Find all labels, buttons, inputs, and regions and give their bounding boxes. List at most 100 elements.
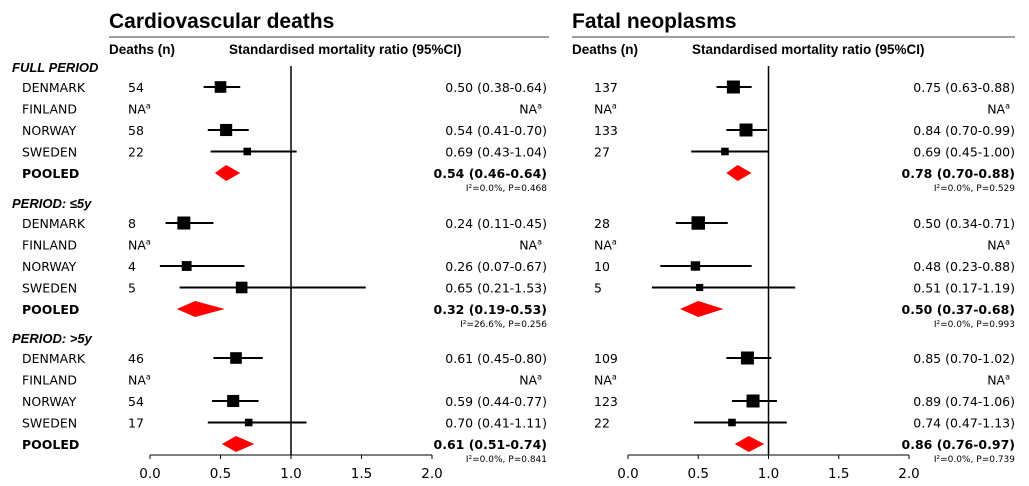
x-tick-label: 1.0 xyxy=(280,466,301,482)
heterogeneity-text: I²=0.0%, P=0.841 xyxy=(466,455,547,465)
smr-estimate-text: 0.54 (0.41-0.70) xyxy=(445,123,547,138)
estimate-na: NAa xyxy=(519,238,542,253)
country-label: DENMARK xyxy=(22,80,86,95)
smr-estimate-text: 0.74 (0.47-1.13) xyxy=(913,416,1015,431)
x-tick-label: 0.0 xyxy=(617,466,638,482)
deaths-column-header: Deaths (n) xyxy=(109,42,175,57)
smr-estimate-text: 0.69 (0.43-1.04) xyxy=(445,145,547,160)
estimate-na: NAa xyxy=(987,373,1010,388)
pooled-estimate-text: 0.54 (0.46-0.64) xyxy=(434,166,548,181)
point-estimate-marker xyxy=(696,283,704,292)
smr-column-header: Standardised mortality ratio (95%CI) xyxy=(229,42,462,57)
deaths-value: 5 xyxy=(594,281,602,296)
deaths-na: NAa xyxy=(128,373,151,388)
smr-estimate-text: 0.24 (0.11-0.45) xyxy=(445,216,547,231)
period-label: FULL PERIOD xyxy=(12,60,99,75)
heterogeneity-text: I²=0.0%, P=0.993 xyxy=(934,320,1015,330)
pooled-diamond xyxy=(221,436,255,452)
country-label: NORWAY xyxy=(22,259,77,274)
pooled-diamond xyxy=(726,165,752,181)
deaths-value: 58 xyxy=(128,123,144,138)
panel-title: Cardiovascular deaths xyxy=(109,10,334,33)
pooled-diamond xyxy=(734,436,765,452)
x-tick-label: 2.0 xyxy=(898,466,919,482)
smr-estimate-text: 0.69 (0.45-1.00) xyxy=(913,145,1015,160)
pooled-estimate-text: 0.50 (0.37-0.68) xyxy=(902,302,1016,317)
point-estimate-marker xyxy=(230,352,242,364)
point-estimate-marker xyxy=(740,351,754,365)
point-estimate-marker xyxy=(214,81,227,93)
deaths-value: 137 xyxy=(594,80,618,95)
deaths-na: NAa xyxy=(128,238,151,253)
deaths-na: NAa xyxy=(594,373,617,388)
deaths-value: 22 xyxy=(594,416,610,431)
smr-estimate-text: 0.85 (0.70-1.02) xyxy=(913,351,1015,366)
smr-estimate-text: 0.50 (0.38-0.64) xyxy=(445,80,547,95)
x-tick-label: 2.0 xyxy=(421,466,442,482)
deaths-na: NAa xyxy=(594,102,617,117)
point-estimate-marker xyxy=(739,123,753,137)
smr-estimate-text: 0.61 (0.45-0.80) xyxy=(445,351,547,366)
period-label: PERIOD: ≤5y xyxy=(12,196,92,211)
country-label: NORWAY xyxy=(22,123,77,138)
point-estimate-marker xyxy=(227,394,240,408)
x-tick-label: 0.5 xyxy=(688,466,709,482)
smr-estimate-text: 0.89 (0.74-1.06) xyxy=(913,394,1015,409)
point-estimate-marker xyxy=(728,418,736,427)
deaths-value: 4 xyxy=(128,259,136,274)
deaths-value: 123 xyxy=(594,394,618,409)
x-tick-label: 0.0 xyxy=(139,466,160,482)
deaths-value: 8 xyxy=(128,216,136,231)
deaths-value: 46 xyxy=(128,351,144,366)
country-label: NORWAY xyxy=(22,394,77,409)
deaths-value: 54 xyxy=(128,394,144,409)
pooled-estimate-text: 0.61 (0.51-0.74) xyxy=(434,437,548,452)
deaths-value: 5 xyxy=(128,281,136,296)
pooled-label: POOLED xyxy=(22,166,79,181)
country-label: FINLAND xyxy=(22,373,77,388)
deaths-value: 22 xyxy=(128,145,144,160)
pooled-estimate-text: 0.78 (0.70-0.88) xyxy=(902,166,1016,181)
smr-estimate-text: 0.50 (0.34-0.71) xyxy=(913,216,1015,231)
point-estimate-marker xyxy=(721,147,729,156)
point-estimate-marker xyxy=(235,281,248,294)
panel-cardiovascular: Cardiovascular deaths Deaths (n) Standardi… xyxy=(12,10,549,482)
deaths-value: 27 xyxy=(594,145,610,160)
x-tick-label: 0.5 xyxy=(210,466,231,482)
estimate-na: NAa xyxy=(987,238,1010,253)
country-label: DENMARK xyxy=(22,351,86,366)
point-estimate-marker xyxy=(243,147,252,156)
country-label: FINLAND xyxy=(22,102,77,117)
country-label: FINLAND xyxy=(22,238,77,253)
smr-column-header: Standardised mortality ratio (95%CI) xyxy=(692,42,925,57)
estimate-na: NAa xyxy=(519,373,542,388)
deaths-na: NAa xyxy=(594,238,617,253)
estimate-na: NAa xyxy=(987,102,1010,117)
panel-title: Fatal neoplasms xyxy=(572,10,737,33)
point-estimate-marker xyxy=(690,261,701,271)
smr-estimate-text: 0.70 (0.41-1.11) xyxy=(445,416,547,431)
country-label: SWEDEN xyxy=(22,281,77,296)
x-tick-label: 1.5 xyxy=(828,466,849,482)
deaths-value: 10 xyxy=(594,259,610,274)
country-label: SWEDEN xyxy=(22,145,77,160)
period-label: PERIOD: >5y xyxy=(12,331,93,346)
point-estimate-marker xyxy=(244,418,253,427)
deaths-value: 133 xyxy=(594,123,618,138)
smr-estimate-text: 0.75 (0.63-0.88) xyxy=(913,80,1015,95)
deaths-na: NAa xyxy=(128,102,151,117)
point-estimate-marker xyxy=(220,123,233,137)
point-estimate-marker xyxy=(181,261,192,271)
deaths-value: 54 xyxy=(128,80,144,95)
heterogeneity-text: I²=0.0%, P=0.529 xyxy=(934,184,1015,194)
point-estimate-marker xyxy=(726,80,740,94)
smr-estimate-text: 0.26 (0.07-0.67) xyxy=(445,259,547,274)
pooled-label: POOLED xyxy=(22,437,79,452)
smr-estimate-text: 0.65 (0.21-1.53) xyxy=(445,281,547,296)
deaths-value: 17 xyxy=(128,416,144,431)
pooled-estimate-text: 0.86 (0.76-0.97) xyxy=(902,437,1016,452)
x-tick-label: 1.5 xyxy=(351,466,372,482)
panel-neoplasms: Fatal neoplasms Deaths (n) Standardised mo… xyxy=(572,10,1015,482)
smr-estimate-text: 0.48 (0.23-0.88) xyxy=(913,259,1015,274)
